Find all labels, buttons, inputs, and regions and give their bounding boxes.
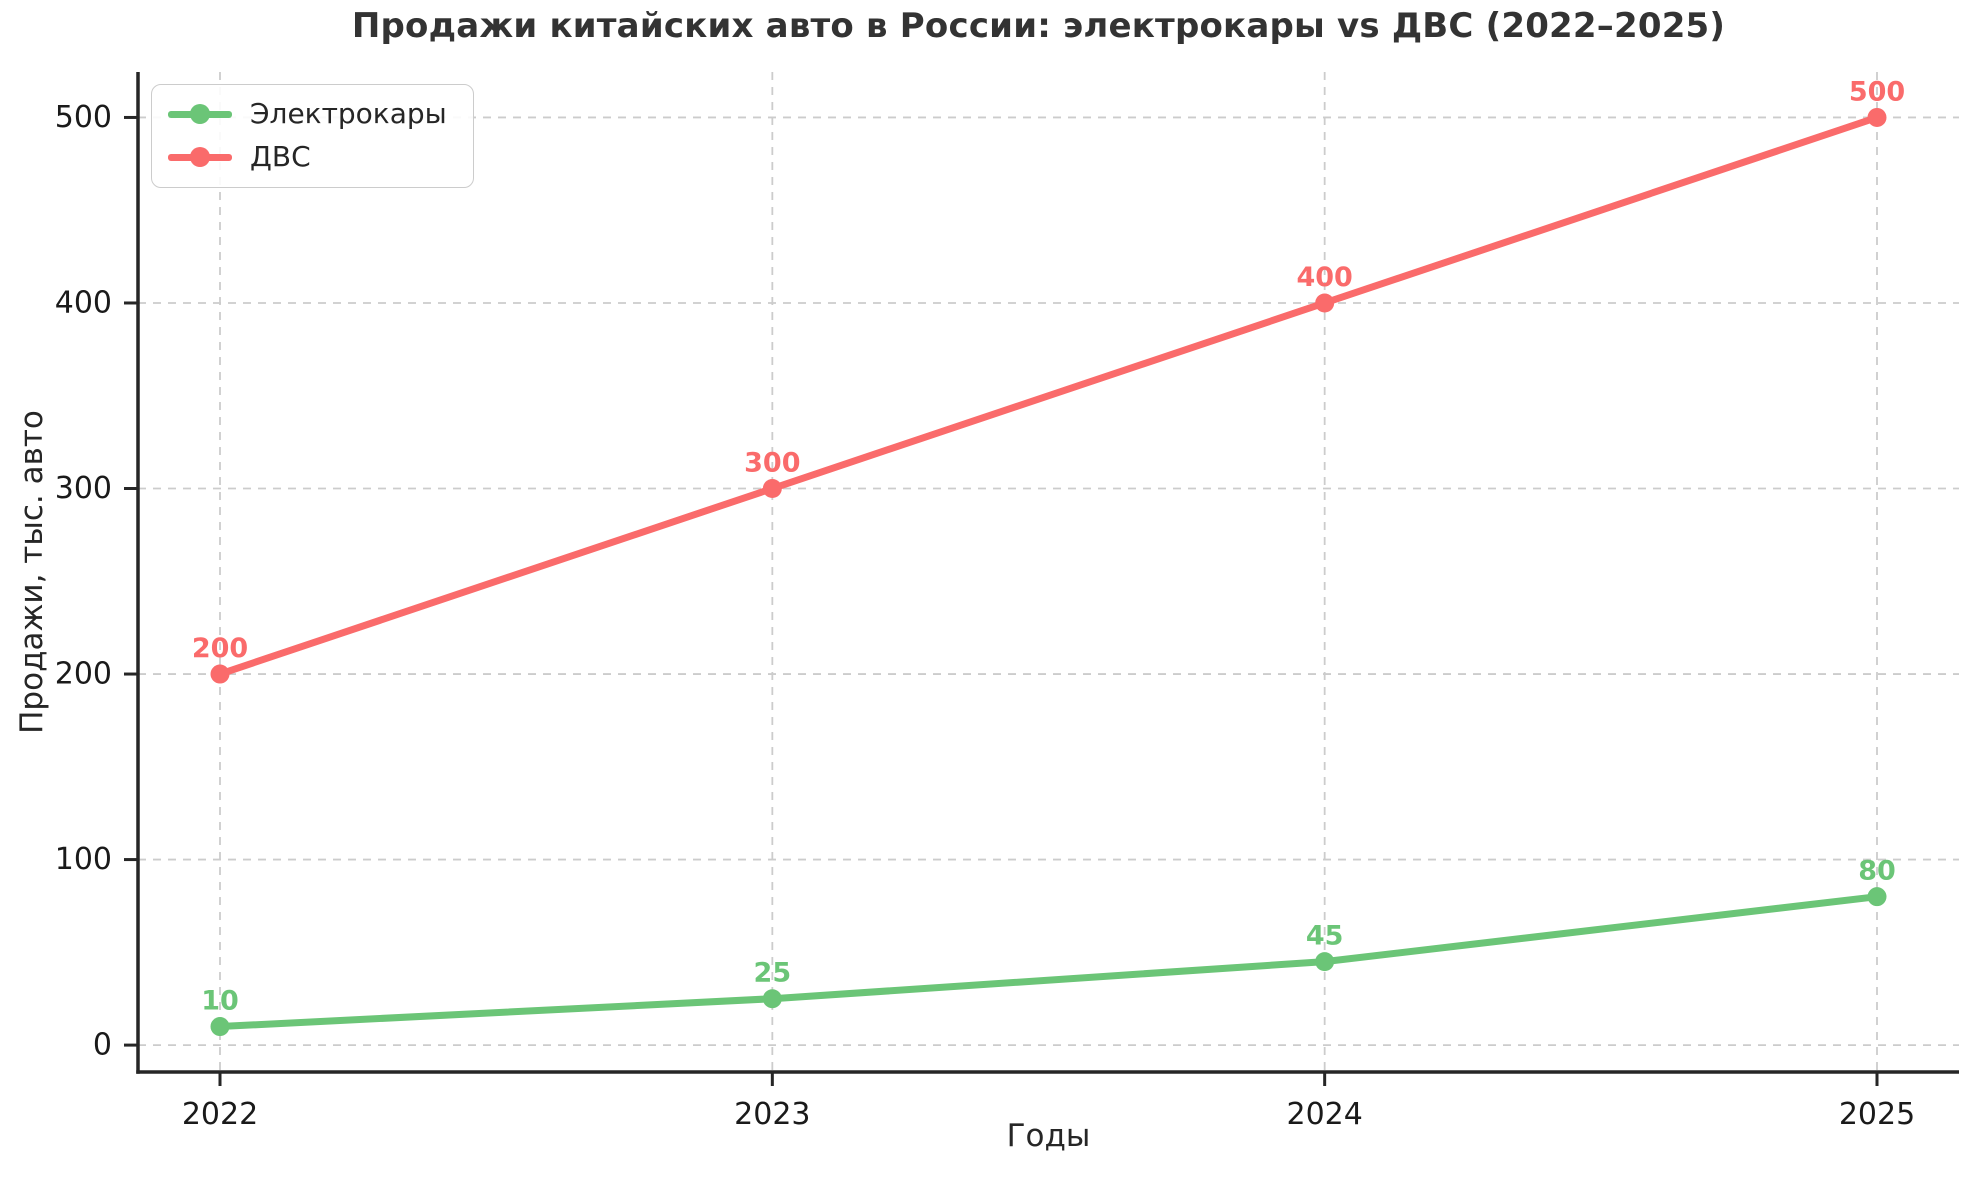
data-label: 80: [1858, 856, 1896, 887]
legend-line-sample-electric: [168, 110, 232, 118]
data-point: [1315, 293, 1335, 313]
data-label: 200: [192, 633, 248, 664]
legend-item-electric: Электрокары: [168, 97, 447, 130]
data-point: [210, 664, 230, 684]
y-tick-label: 200: [55, 657, 112, 692]
legend-label-ice: ДВС: [250, 139, 311, 173]
y-tick-label: 300: [55, 471, 112, 506]
data-point: [210, 1017, 230, 1037]
data-point: [1867, 887, 1887, 907]
x-tick-label: 2022: [182, 1097, 258, 1132]
data-label: 400: [1296, 262, 1352, 293]
data-point: [1315, 952, 1335, 972]
legend: Электрокары ДВС: [151, 84, 474, 188]
legend-label-electric: Электрокары: [250, 97, 447, 130]
y-tick-label: 400: [55, 285, 112, 320]
x-tick-label: 2024: [1286, 1097, 1362, 1132]
series-line: [216, 113, 1881, 678]
x-tick-label: 2023: [734, 1097, 810, 1132]
y-axis-title: Продажи, тыс. авто: [14, 410, 50, 734]
series-line: [216, 893, 1881, 1031]
data-label: 500: [1849, 76, 1905, 107]
data-point: [762, 989, 782, 1009]
y-tick-label: 0: [93, 1028, 112, 1063]
plot-area: 0 100 200 300 400 500 2022 2023 2024 2025 10 25 45 80…: [55, 72, 1959, 1132]
y-tick-label: 500: [55, 100, 112, 135]
data-point: [762, 479, 782, 499]
plot-svg: 0 100 200 300 400 500 2022 2023 2024 2025 10 25 45 80…: [55, 72, 1959, 1132]
data-label: 45: [1306, 921, 1344, 952]
y-tick-label: 100: [55, 842, 112, 877]
legend-line-sample-ice: [168, 153, 232, 161]
data-label: 10: [201, 986, 239, 1017]
chart-title: Продажи китайских авто в России: электро…: [351, 6, 1726, 46]
data-label: 300: [744, 448, 800, 479]
data-point: [1867, 107, 1887, 127]
data-label: 25: [754, 958, 792, 989]
x-axis-title: Годы: [1006, 1118, 1091, 1154]
x-tick-label: 2025: [1839, 1097, 1915, 1132]
legend-item-ice: ДВС: [168, 139, 447, 173]
